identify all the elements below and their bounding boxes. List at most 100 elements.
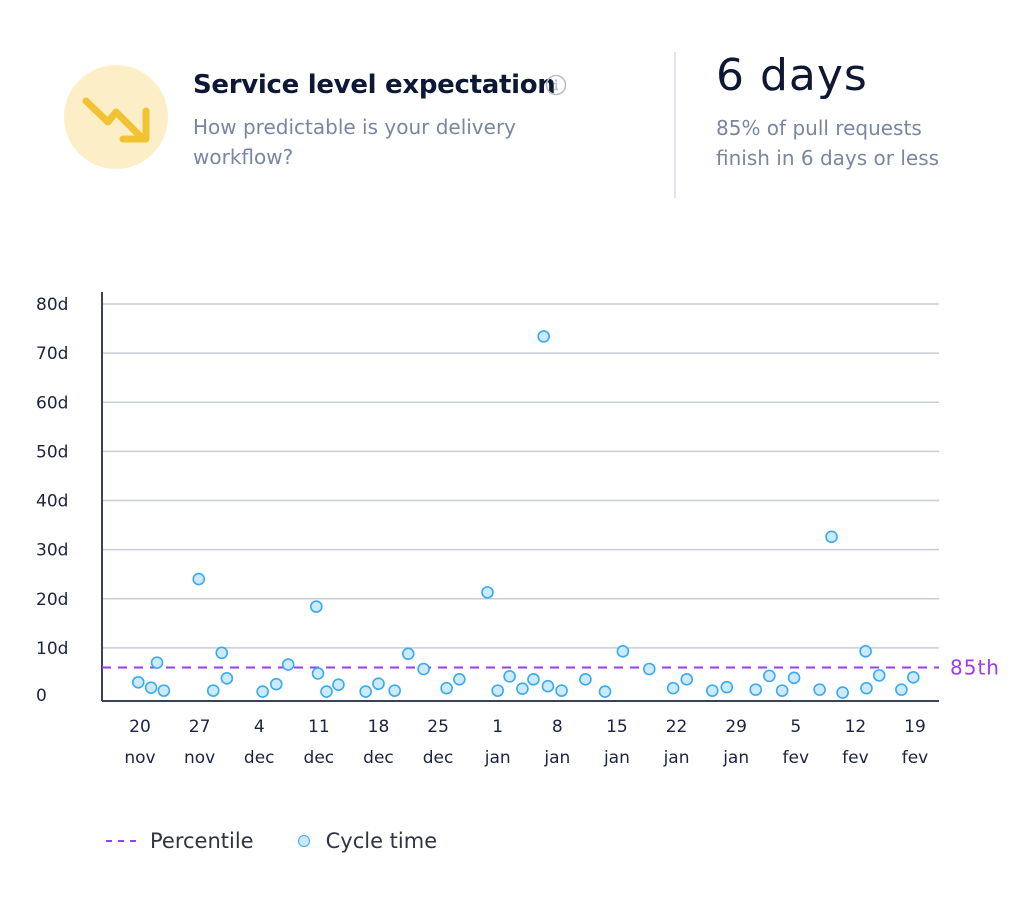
cycle-time-point [680, 673, 694, 686]
x-tick-label-month: jan [722, 748, 749, 768]
y-tick-label: 70d [36, 344, 68, 364]
percentile-label: 85th [950, 656, 1000, 680]
trend-icon-badge [64, 65, 168, 169]
info-icon[interactable] [545, 74, 567, 96]
y-tick-label: 60d [36, 393, 68, 413]
cycle-time-point [666, 681, 680, 695]
cycle-time-point [503, 670, 516, 683]
cycle-time-point [906, 671, 920, 684]
cycle-time-point [157, 684, 171, 697]
dashed-line-icon [106, 840, 140, 842]
sle-value: 6 days [716, 50, 868, 101]
x-tick-label-month: dec [423, 748, 454, 768]
cycle-time-point [131, 675, 145, 689]
x-tick-label-day: 12 [845, 717, 867, 737]
x-tick-label-day: 29 [725, 717, 747, 737]
x-tick-label-day: 1 [492, 717, 503, 737]
cycle-time-point [720, 680, 734, 694]
axes [101, 292, 939, 702]
cycle-time-point [215, 646, 229, 660]
cycle-time-point [763, 669, 776, 683]
cycle-time-point [527, 673, 540, 686]
cycle-time-point [706, 684, 719, 697]
cycle-time-point [749, 683, 763, 696]
y-tick-label: 0 [36, 686, 47, 706]
cycle-time-point [359, 685, 372, 698]
percentile-line-group: 85th [102, 656, 1000, 680]
card-title: Service level expectation [193, 70, 556, 100]
cycle-time-point [813, 683, 826, 696]
x-tick-label-day: 8 [552, 717, 563, 737]
y-tick-label: 40d [36, 492, 68, 512]
cycle-time-point [388, 684, 401, 697]
cycle-time-point [332, 678, 345, 692]
y-tick-label: 50d [36, 442, 68, 462]
y-tick-label: 10d [36, 639, 68, 659]
cycle-time-point [775, 684, 789, 697]
cycle-time-point [453, 673, 466, 686]
x-tick-label-month: dec [244, 748, 275, 768]
cycle-time-point [541, 679, 555, 693]
legend-label-percentile: Percentile [150, 829, 254, 853]
cycle-time-point [320, 685, 333, 698]
x-tick-label-month: jan [663, 748, 690, 768]
cycle-time-point [144, 681, 158, 694]
cycle-time-point [616, 645, 630, 658]
cycle-time-point [417, 662, 430, 676]
card-subtitle: How predictable is your delivery workflo… [193, 115, 517, 169]
cycle-time-point [555, 684, 568, 697]
cycle-time-point [537, 330, 550, 343]
cycle-time-point [491, 684, 504, 697]
cycle-time-point [825, 530, 838, 544]
cycle-time-points [131, 330, 920, 699]
trend-down-arrow-icon [82, 97, 150, 143]
x-tick-label-month: fev [902, 748, 929, 768]
cycle-time-point [598, 685, 612, 698]
circle-marker-icon [297, 835, 310, 847]
cycle-time-point [256, 685, 269, 698]
x-tick-label-month: jan [484, 748, 511, 768]
x-tick-label-month: nov [184, 748, 215, 768]
chart-legend: Percentile Cycle time [106, 826, 481, 856]
cycle-time-point [281, 658, 295, 671]
grid-lines [102, 303, 939, 649]
y-tick-label: 20d [36, 590, 68, 610]
x-tick-label-day: 18 [368, 717, 390, 737]
legend-item-cycle-time[interactable]: Cycle time [297, 829, 437, 853]
cycle-time-point [269, 677, 283, 691]
cycle-time-point [787, 671, 801, 685]
x-tick-label-day: 4 [254, 717, 265, 737]
x-tick-label-day: 15 [606, 717, 628, 737]
x-tick-label-month: dec [304, 748, 335, 768]
y-tick-label: 30d [36, 541, 68, 561]
cycle-time-point [481, 586, 494, 599]
x-tick-label-month: dec [363, 748, 394, 768]
cycle-time-scatter-chart: 0 10d 20d 30d 40d 50d 60d 70d 80d 20 nov 27 nov 4 dec… [36, 292, 1000, 768]
cycle-time-point [206, 684, 220, 697]
x-tick-label-month: jan [603, 748, 630, 768]
cycle-time-point [401, 647, 415, 661]
cycle-time-point [579, 673, 592, 686]
cycle-time-point [150, 656, 164, 669]
cycle-time-point [516, 682, 529, 695]
x-tick-label-day: 22 [666, 717, 688, 737]
y-axis-labels: 0 10d 20d 30d 40d 50d 60d 70d 80d [36, 295, 68, 706]
sle-description: 85% of pull requests finish in 6 days or… [716, 116, 940, 170]
x-tick-label-day: 5 [790, 717, 801, 737]
cycle-time-point [309, 600, 323, 613]
cycle-time-point [895, 683, 908, 696]
cycle-time-point [859, 645, 872, 658]
x-tick-label-day: 19 [904, 717, 926, 737]
x-tick-label-day: 20 [129, 717, 151, 737]
cycle-time-point [220, 672, 234, 685]
x-tick-label-day: 27 [189, 717, 211, 737]
x-tick-label-month: fev [842, 748, 869, 768]
cycle-time-point [642, 662, 656, 676]
x-axis-labels: 20 nov 27 nov 4 dec 11 dec 18 dec 25 dec 1 jan 8 jan 15 j… [124, 717, 928, 768]
cycle-time-point [192, 572, 206, 586]
cycle-time-point [372, 677, 385, 691]
cycle-time-point [872, 669, 886, 682]
vertical-divider [674, 52, 676, 198]
legend-item-percentile[interactable]: Percentile [106, 829, 254, 853]
y-tick-label: 80d [36, 295, 68, 315]
